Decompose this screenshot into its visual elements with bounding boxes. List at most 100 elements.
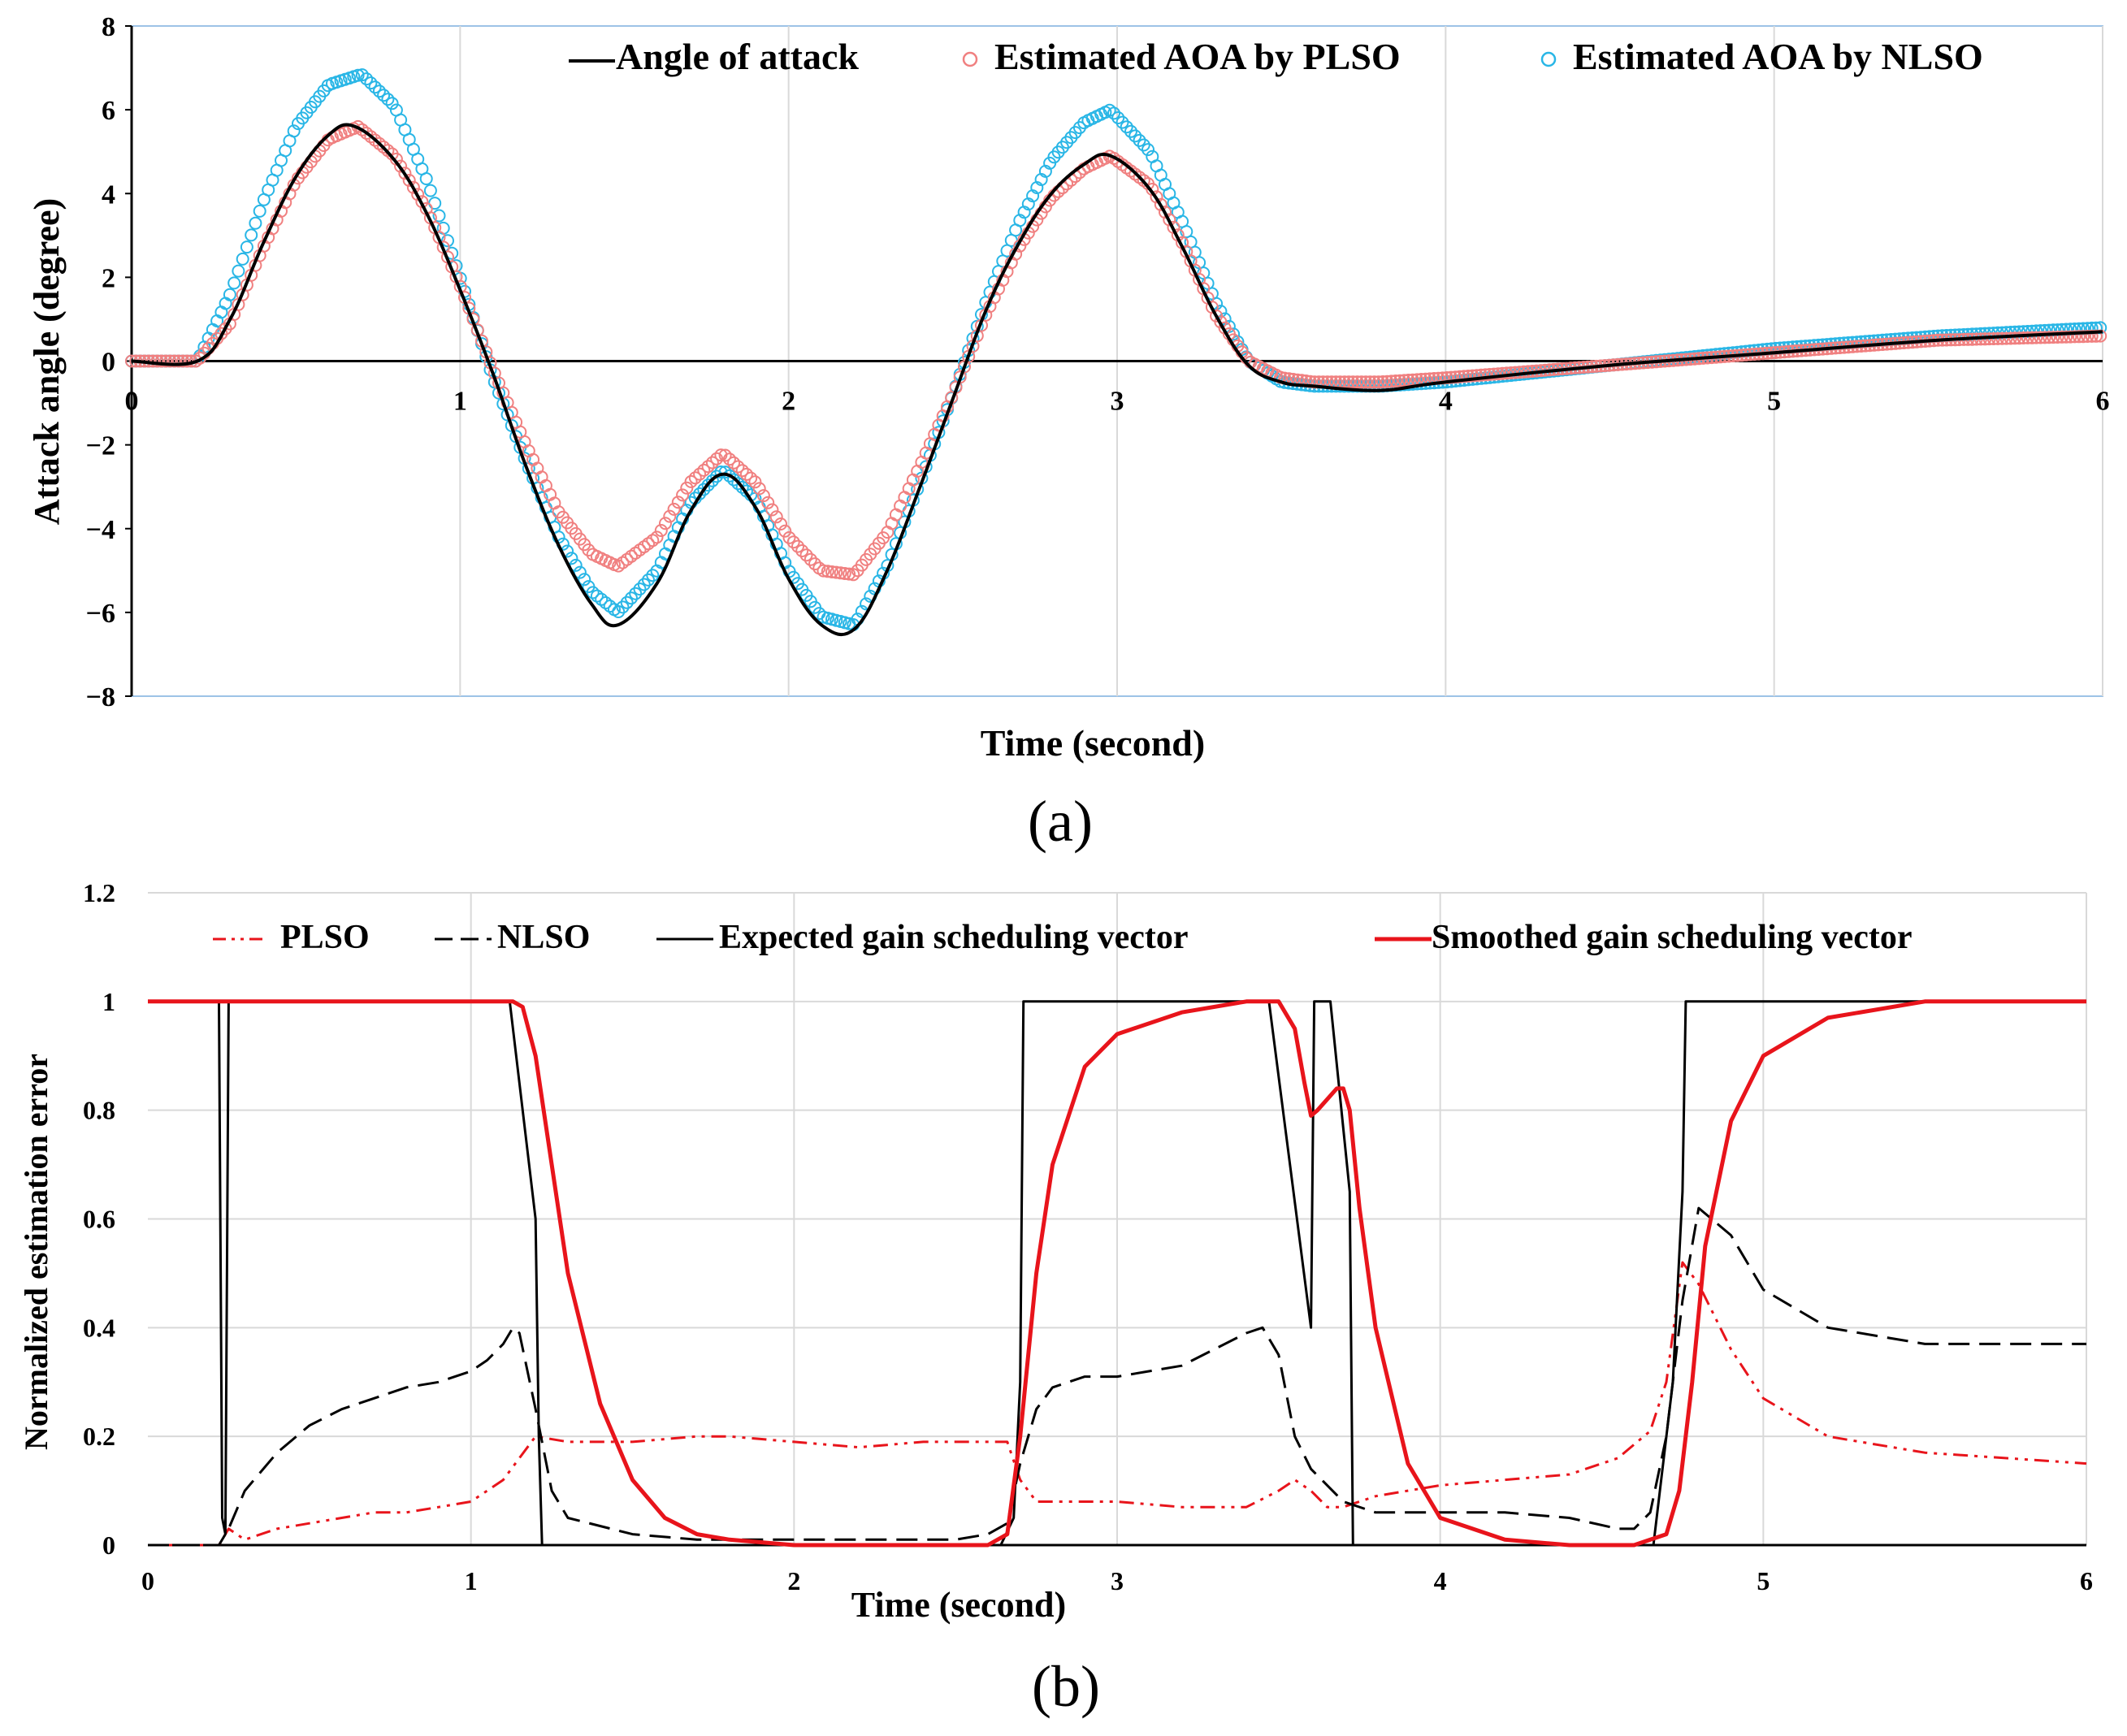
data-point xyxy=(586,586,600,600)
data-point xyxy=(432,209,446,223)
data-point xyxy=(1479,368,1492,382)
data-point xyxy=(1999,331,2013,345)
data-point xyxy=(843,567,856,581)
x-tick-label: 5 xyxy=(1767,387,1781,417)
series-angle-of-attack-line xyxy=(131,123,2103,637)
data-point xyxy=(718,448,732,462)
x-tick-label: 2 xyxy=(782,387,795,417)
data-point xyxy=(377,89,391,102)
data-point xyxy=(1445,370,1458,384)
data-point xyxy=(1393,374,1407,387)
x-tick-label: 2 xyxy=(787,1566,800,1595)
data-point xyxy=(2025,324,2039,338)
y-tick-label: 0 xyxy=(102,1530,115,1560)
data-point xyxy=(697,483,711,496)
data-point xyxy=(2008,331,2021,345)
data-point xyxy=(701,460,715,474)
data-point xyxy=(2017,331,2030,344)
data-point xyxy=(2034,324,2047,338)
data-point xyxy=(1111,111,1125,124)
data-point xyxy=(232,264,245,278)
data-point xyxy=(727,473,741,487)
data-point xyxy=(595,592,609,606)
data-point xyxy=(782,530,796,544)
data-point xyxy=(739,484,753,498)
data-point xyxy=(830,565,843,579)
data-point xyxy=(676,488,690,502)
x-tick-label: 0 xyxy=(141,1566,154,1595)
data-point xyxy=(249,216,262,230)
data-point xyxy=(722,452,736,466)
data-point xyxy=(394,159,408,173)
data-point xyxy=(847,568,860,582)
data-point xyxy=(360,127,374,140)
y-tick-label: 1 xyxy=(102,987,115,1016)
data-point xyxy=(1500,366,1514,380)
data-point xyxy=(377,141,391,154)
data-point xyxy=(1483,368,1497,381)
data-point xyxy=(748,475,762,489)
data-point xyxy=(355,123,369,136)
legend-swatch-plso xyxy=(962,51,978,67)
series-plso-line xyxy=(148,1261,2087,1547)
data-point xyxy=(1141,143,1154,157)
data-point xyxy=(633,582,647,596)
data-point xyxy=(778,524,792,538)
data-point xyxy=(150,354,164,368)
data-point xyxy=(167,354,181,368)
data-point xyxy=(705,474,719,487)
data-point xyxy=(791,539,804,553)
data-point xyxy=(2055,323,2069,336)
data-point xyxy=(253,204,266,218)
data-point xyxy=(1124,124,1137,138)
y-tick-label: −8 xyxy=(86,682,115,712)
data-point xyxy=(2047,323,2060,337)
data-point xyxy=(2064,330,2077,344)
data-point xyxy=(1150,190,1163,204)
data-point xyxy=(1449,370,1462,384)
data-point xyxy=(671,496,685,509)
data-point xyxy=(1120,120,1133,134)
data-point xyxy=(1376,375,1390,388)
legend-label-smoothed: Smoothed gain scheduling vector xyxy=(1432,919,1913,956)
data-point xyxy=(355,68,369,82)
data-point xyxy=(411,188,425,201)
data-point xyxy=(714,465,728,478)
data-point xyxy=(774,517,787,530)
data-point xyxy=(620,595,634,609)
data-point xyxy=(159,354,173,368)
data-point xyxy=(1342,375,1356,389)
data-point xyxy=(2004,331,2017,345)
legend-label-plso: PLSO xyxy=(280,919,370,956)
data-point xyxy=(1470,369,1484,383)
data-point xyxy=(838,567,851,580)
series-smoothed-gain-line xyxy=(148,999,2086,1548)
x-tick-label: 4 xyxy=(1434,1566,1447,1595)
data-point xyxy=(705,456,719,470)
data-point xyxy=(1462,370,1475,383)
data-point xyxy=(223,288,236,301)
data-point xyxy=(727,456,741,470)
data-point xyxy=(1458,370,1471,383)
data-point xyxy=(236,252,249,266)
data-point xyxy=(368,80,382,94)
data-point xyxy=(667,502,681,516)
data-point xyxy=(799,548,813,562)
data-point xyxy=(1128,129,1142,143)
data-point xyxy=(406,180,420,194)
y-tick-label: 0.2 xyxy=(83,1422,115,1451)
data-point xyxy=(364,76,378,90)
data-point xyxy=(637,578,651,591)
data-point xyxy=(765,503,779,517)
y-tick-label: −4 xyxy=(86,515,115,545)
data-point xyxy=(722,469,736,483)
data-point xyxy=(287,124,301,138)
data-point xyxy=(2068,330,2082,344)
data-point xyxy=(821,565,834,578)
data-point xyxy=(2077,330,2090,344)
data-point xyxy=(825,565,838,578)
data-point xyxy=(1115,115,1129,129)
x-axis-title: Time (second) xyxy=(981,722,1205,764)
data-point xyxy=(2012,331,2026,345)
